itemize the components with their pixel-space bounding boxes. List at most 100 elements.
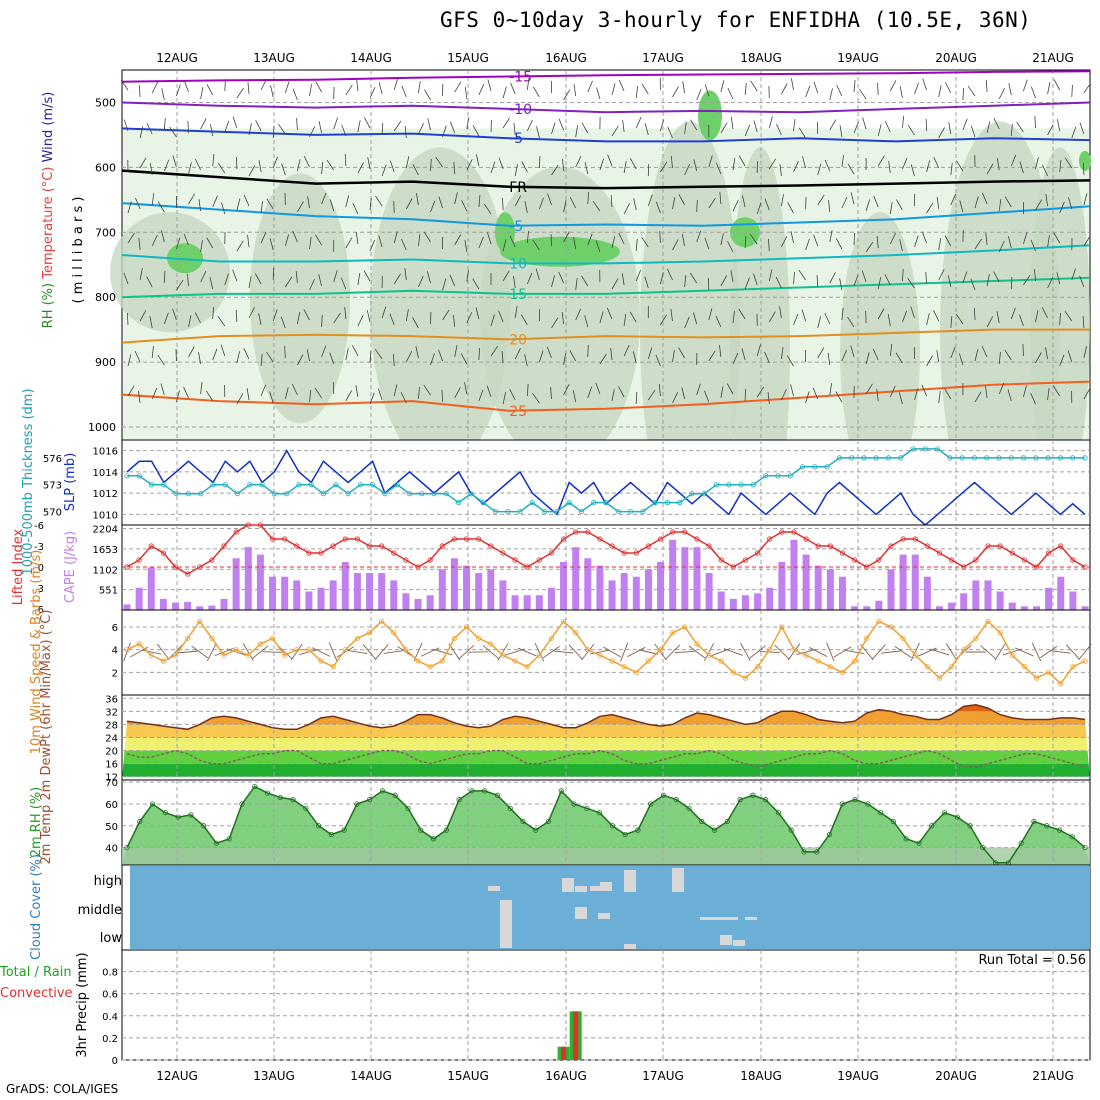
wind-barb (291, 383, 298, 396)
wind-barb (1067, 350, 1073, 363)
wind-barb (907, 277, 915, 289)
wind-barb (682, 81, 685, 94)
wind-barb (514, 164, 518, 177)
li-line-point (730, 564, 736, 570)
wind-barb (865, 241, 874, 253)
thickness-line (127, 448, 1085, 513)
thickness-line-point (554, 508, 560, 515)
rh-line-point (469, 788, 475, 794)
wind-barb (716, 162, 722, 175)
wind-barb (123, 119, 129, 132)
thickness-line-point (652, 500, 658, 506)
wind-barb (135, 197, 141, 210)
cloud-bar (488, 886, 500, 891)
wind-barb (524, 201, 528, 214)
wind-barb (704, 84, 710, 97)
wind-speed-line-point (209, 635, 215, 641)
li-line-point (1082, 564, 1088, 570)
wind-barb (1083, 388, 1091, 400)
temp-axis-title-part: 2m Temp 2m DewPt (6hr Min/Max) (°C) (39, 610, 54, 865)
wind-barb (224, 120, 230, 133)
thickness-line-point (935, 446, 941, 452)
wind-barb (161, 88, 165, 101)
rh-tick: 60 (105, 800, 118, 811)
isotherm-line (121, 169, 1091, 190)
isotherm-line (121, 202, 1091, 227)
wind-barb (423, 231, 431, 243)
wind-barb (502, 239, 507, 252)
cape-bar (523, 595, 531, 610)
precip-legend-total: Total / Rain (0, 965, 72, 980)
slp-tick: 1012 (93, 489, 118, 500)
cape-bar (123, 604, 131, 610)
thickness-line-point (910, 446, 916, 452)
upper-air-axis-title-part: Wind (m/s) (41, 92, 56, 163)
wind-speed-line-point (767, 647, 773, 653)
slp-thickness-panel: 1010 1012 1014 1016 570 573 576 (43, 439, 1091, 526)
li-line-point (585, 529, 591, 535)
surface-barb (1065, 644, 1080, 660)
wind-barb (427, 118, 431, 131)
wind-barb (405, 351, 413, 363)
wind-barb (902, 116, 905, 129)
thickness-line-point (222, 482, 228, 488)
thickness-line-point (591, 500, 597, 506)
rh-line-point (1031, 818, 1037, 825)
thickness-line-point (505, 508, 511, 515)
wind-barb (329, 199, 335, 212)
cape-bar (487, 569, 495, 610)
wind-barb (914, 388, 919, 401)
date-label-top: 21AUG (1032, 51, 1074, 65)
thickness-line-point (996, 455, 1002, 461)
thickness-line-point (541, 508, 548, 515)
wind-barb (730, 270, 734, 283)
wind-barb (587, 386, 593, 399)
wind-barb (418, 123, 425, 135)
wind-speed-line-point (197, 618, 203, 624)
wind-barb (284, 387, 289, 400)
wind-barb (345, 348, 349, 361)
thickness-line-point (394, 482, 400, 488)
li-line-point (536, 557, 542, 563)
wind-barb (708, 197, 716, 209)
cape-bar (208, 605, 216, 610)
wind-barb (210, 124, 214, 137)
wind-barb (378, 388, 383, 401)
wind-barb (478, 236, 484, 249)
wind-speed-line-point (585, 647, 591, 653)
thickness-line-point (713, 482, 720, 488)
wind-barb (632, 351, 637, 364)
wind-speed-line-point (536, 652, 542, 658)
wind-barb (635, 269, 642, 282)
thickness-line-point (259, 482, 265, 488)
cloud-bar (600, 882, 612, 891)
wind-barb (1053, 232, 1061, 244)
wind-barb (611, 278, 619, 290)
cape-bar (814, 565, 822, 610)
wind-barb (151, 346, 154, 359)
wind-barb (798, 127, 806, 139)
thickness-line-point (173, 491, 179, 497)
wind-barb (526, 384, 529, 397)
wind-barb (243, 348, 250, 360)
wind-barb (405, 198, 413, 210)
wind-barb (297, 159, 301, 172)
cape-bar (960, 593, 968, 610)
wind-barb (258, 160, 262, 173)
wind-barb (139, 268, 143, 281)
rh-shade-dark (500, 236, 620, 267)
surface-barb (347, 649, 368, 655)
temp-tick: 32 (105, 707, 118, 718)
wind-barb (254, 273, 262, 285)
date-label-top: 20AUG (935, 51, 977, 65)
wind-barb (442, 125, 447, 138)
wind-barb (352, 202, 359, 215)
precip-plot-area (121, 949, 1091, 1061)
wind-barb (587, 192, 590, 205)
li-line-point (257, 522, 263, 528)
li-line-point (354, 536, 361, 542)
wind-barb (839, 125, 843, 138)
wind-barb (986, 316, 994, 328)
wind-barb (621, 273, 625, 286)
wind-barb (297, 312, 301, 325)
